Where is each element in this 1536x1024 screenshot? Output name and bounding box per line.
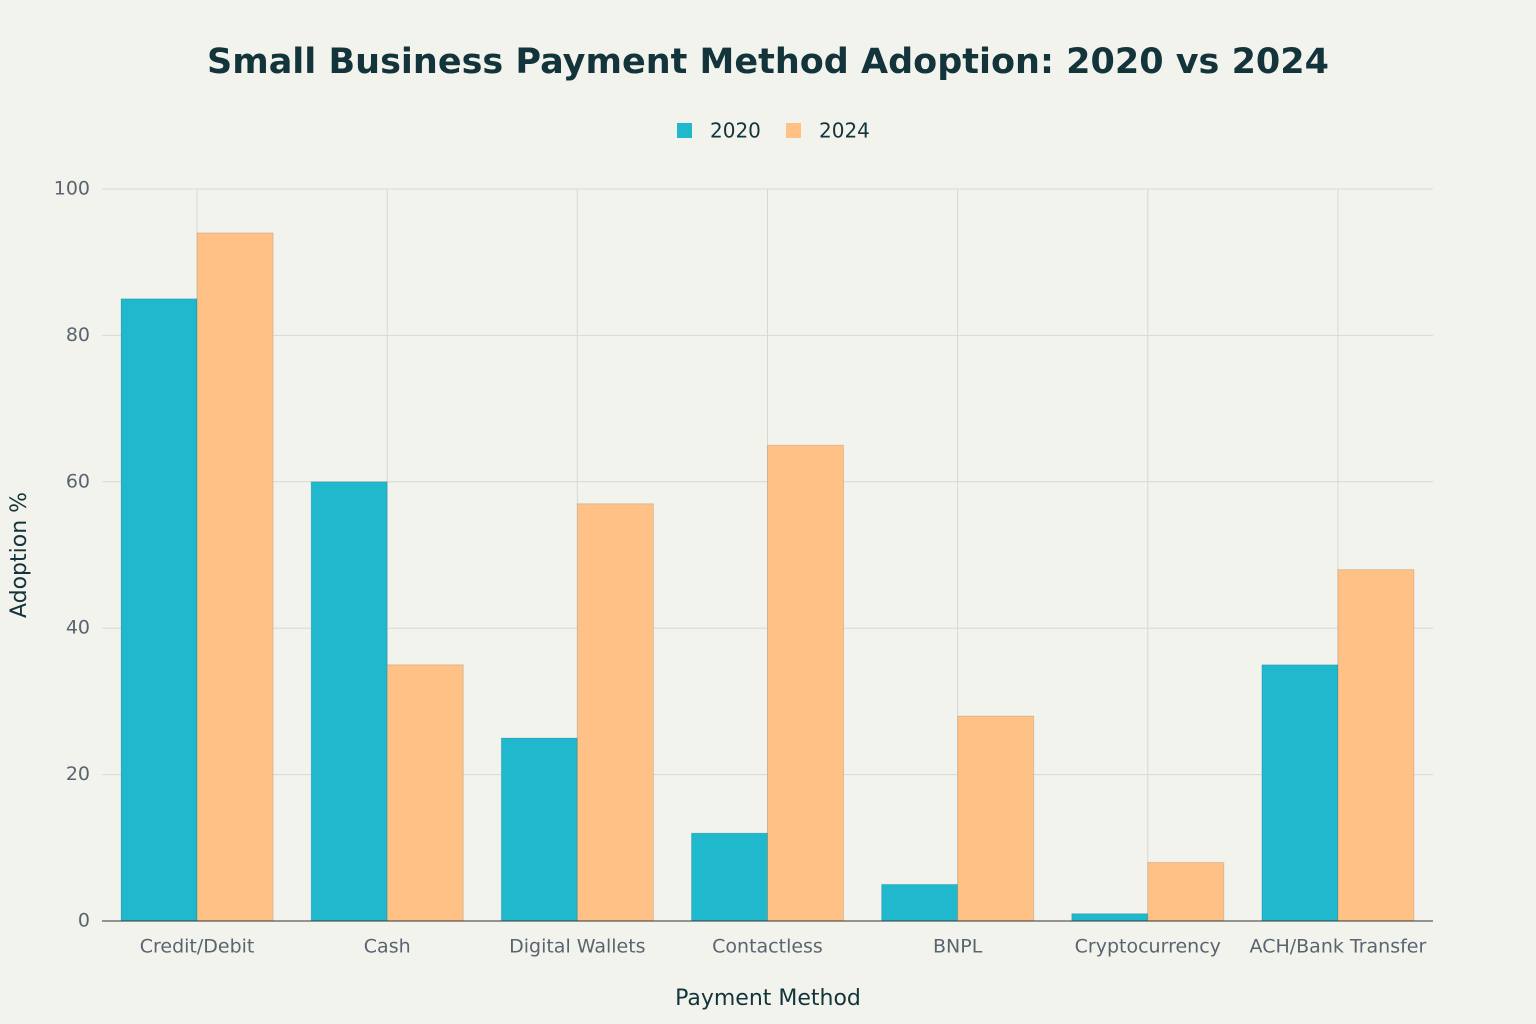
bar [386,664,464,922]
legend-text: 2020 [710,119,761,143]
x-tick-label: Credit/Debit [140,936,255,958]
y-tick-label: 80 [66,324,90,346]
x-tick-label: Cash [364,936,411,958]
x-tick-label: Cryptocurrency [1075,936,1221,958]
bar [576,503,654,922]
legend-text: 2024 [819,119,870,143]
y-axis-title: Adoption % [7,492,32,618]
y-tick-label: 20 [66,763,90,785]
legend-swatch [677,123,692,138]
chart-title: Small Business Payment Method Adoption: … [207,42,1329,82]
y-tick-label: 60 [66,470,90,492]
bar [196,232,274,922]
y-tick-label: 100 [54,178,90,200]
bar [310,481,388,922]
legend-swatch [786,123,801,138]
bar [957,715,1035,922]
bar [500,737,578,922]
x-tick-label: Contactless [712,936,823,958]
x-tick-label: Digital Wallets [509,936,645,958]
bar [881,883,959,922]
x-axis-title: Payment Method [675,986,861,1011]
bar [1261,664,1339,922]
bar [1147,861,1225,922]
y-tick-label: 0 [78,910,90,932]
y-tick-label: 40 [66,617,90,639]
x-tick-label: BNPL [933,936,983,958]
bar [1071,913,1149,922]
x-tick-label: ACH/Bank Transfer [1250,936,1427,958]
bar [767,444,845,922]
bar [120,298,198,922]
bar [1337,569,1415,922]
bar [690,832,769,922]
